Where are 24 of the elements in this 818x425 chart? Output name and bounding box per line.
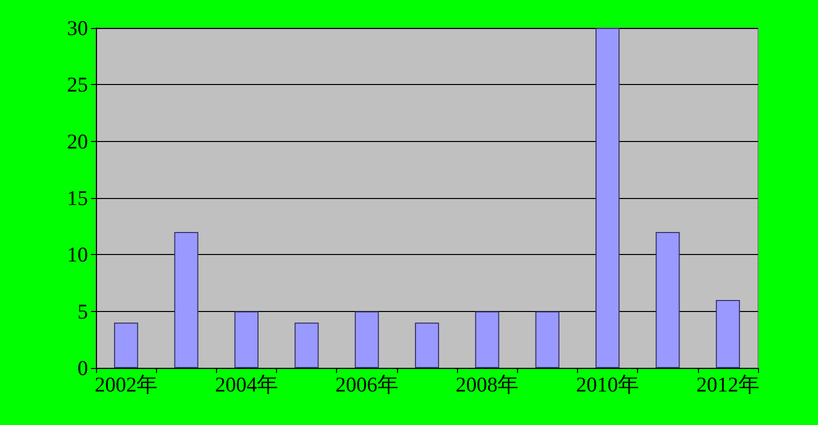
x-tick-label: 2012年 — [696, 372, 760, 396]
bar — [596, 28, 620, 368]
bar — [234, 311, 258, 368]
x-tick-label: 2010年 — [576, 372, 640, 396]
y-tick-label: 30 — [67, 16, 88, 40]
bar — [475, 311, 500, 368]
bar — [656, 232, 680, 368]
x-tick-label: 2002年 — [94, 372, 158, 396]
bar — [174, 232, 198, 368]
bar — [716, 300, 740, 368]
y-tick-label: 20 — [67, 129, 88, 154]
y-tick-label: 10 — [67, 242, 88, 267]
bar — [354, 311, 379, 368]
y-tick-label: 25 — [67, 72, 88, 97]
y-tick-label: 5 — [78, 299, 88, 324]
bar — [294, 322, 319, 368]
x-tick-label: 2008年 — [456, 372, 519, 396]
bar — [114, 322, 138, 368]
bar — [414, 322, 440, 368]
bar — [535, 311, 560, 368]
x-tick-label: 2004年 — [214, 372, 278, 396]
x-tick-label: 2006年 — [335, 372, 398, 396]
y-tick-label: 15 — [67, 186, 88, 210]
y-tick-label: 0 — [78, 356, 88, 380]
